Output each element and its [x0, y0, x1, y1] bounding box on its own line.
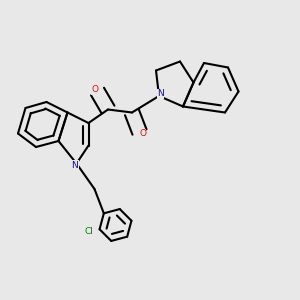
Text: O: O: [139, 129, 146, 138]
Text: Cl: Cl: [85, 227, 94, 236]
Text: N: N: [157, 89, 164, 98]
Text: N: N: [72, 160, 78, 169]
Text: O: O: [91, 85, 98, 94]
